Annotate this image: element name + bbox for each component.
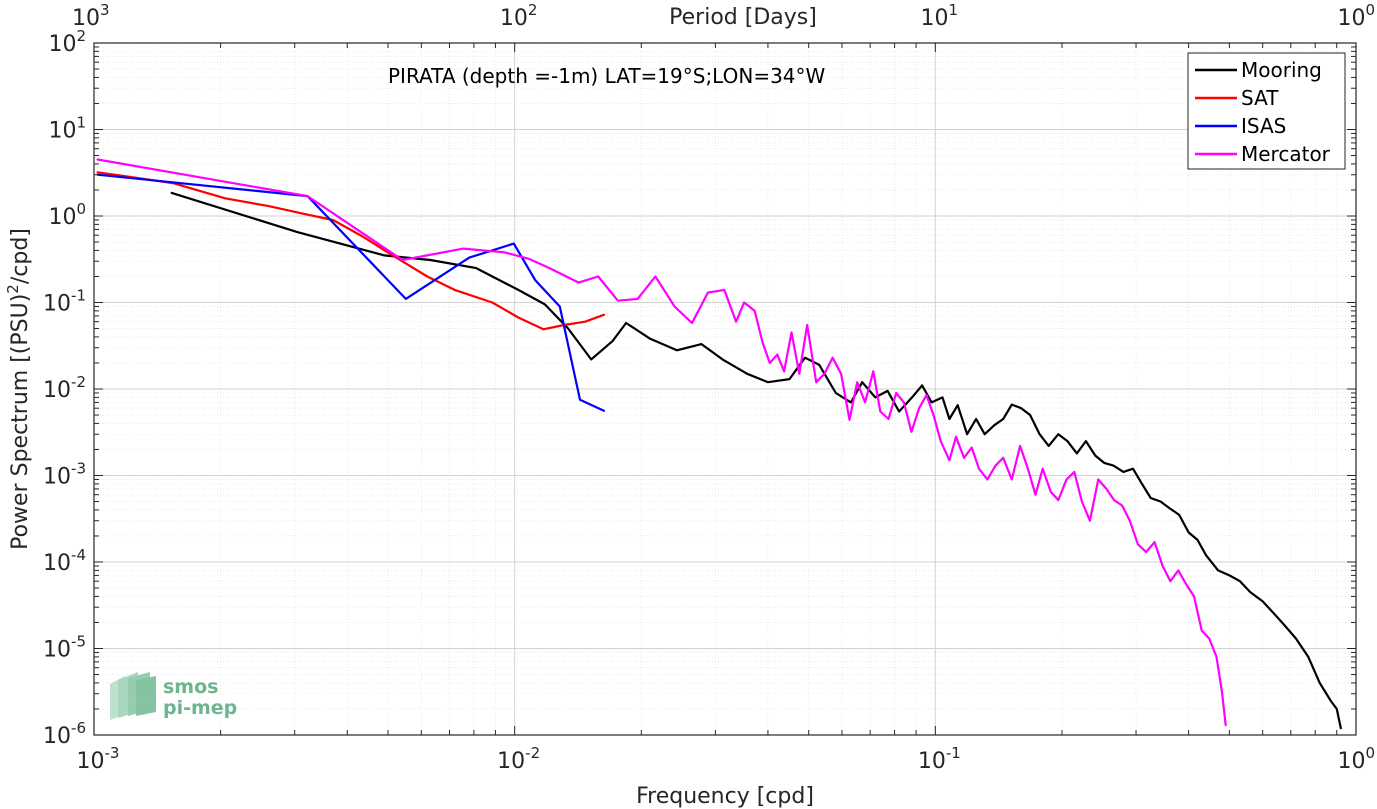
y-tick-label-base: 10 (43, 638, 71, 663)
top-tick-label-base: 10 (1337, 6, 1365, 31)
y-tick-label: 100 (48, 200, 86, 230)
series-line-isas (96, 173, 606, 412)
y-tick-label-exponent: -1 (71, 287, 86, 305)
x-tick-label: 10-1 (918, 744, 961, 774)
x-tick-label: 100 (1337, 744, 1375, 774)
top-tick-label: 101 (921, 1, 959, 31)
y-tick-label: 10-2 (43, 373, 86, 403)
chart-title: PIRATA (depth =-1m) LAT=19°S;LON=34°W (388, 64, 826, 88)
y-tick-label: 101 (48, 114, 86, 144)
legend-label-isas: ISAS (1241, 114, 1286, 138)
top-tick-label: 100 (1337, 1, 1375, 31)
x-tick-labels: 10-3 10-2 10-1 100 (77, 744, 1375, 774)
x-tick-label-base: 10 (1337, 749, 1365, 774)
y-tick-label: 102 (48, 27, 86, 57)
top-tick-label-exponent: 2 (528, 1, 538, 19)
top-tick-label-base: 10 (921, 6, 949, 31)
top-tick-label-exponent: 1 (949, 1, 959, 19)
y-tick-label-exponent: 0 (76, 200, 86, 218)
y-tick-label-base: 10 (43, 292, 71, 317)
y-tick-label: 10-4 (43, 546, 86, 576)
top-tick-label-base: 10 (72, 6, 100, 31)
smos-pimep-logo: smos pi-mep (110, 672, 237, 720)
series-lines (96, 158, 1342, 730)
x-tick-label-exponent: -1 (946, 744, 961, 762)
series-line-mooring (170, 191, 1342, 730)
y-axis-label-tail: /cpd] (8, 228, 33, 284)
y-tick-label-exponent: -5 (71, 633, 86, 651)
x-tick-label-exponent: 0 (1365, 744, 1375, 762)
y-axis-label-superscript: 2 (4, 284, 22, 294)
series-line-mercator (96, 158, 1227, 727)
y-tick-label-exponent: 1 (76, 114, 86, 132)
top-tick-label: 103 (72, 1, 110, 31)
y-tick-label-base: 10 (43, 551, 71, 576)
y-tick-label-base: 10 (43, 378, 71, 403)
x-tick-label-base: 10 (918, 749, 946, 774)
x-tick-label-base: 10 (77, 749, 105, 774)
x-tick-label: 10-2 (497, 744, 540, 774)
y-tick-label-exponent: 2 (76, 27, 86, 45)
x-tick-label-exponent: -3 (105, 744, 120, 762)
y-tick-label: 10-1 (43, 287, 86, 317)
legend: Mooring SAT ISAS Mercator (1187, 52, 1346, 170)
y-tick-label-exponent: -3 (71, 460, 86, 478)
top-tick-labels: 103 102 101 100 (72, 1, 1375, 31)
y-tick-label-base: 10 (48, 119, 76, 144)
x-tick-label-base: 10 (497, 749, 525, 774)
legend-box (1187, 52, 1346, 170)
y-tick-label-base: 10 (43, 465, 71, 490)
y-axis-label: Power Spectrum [(PSU)2/cpd] (4, 228, 33, 550)
top-tick-label-exponent: 0 (1365, 1, 1375, 19)
logo-text-pimep: pi-mep (163, 697, 237, 719)
series-line-sat (96, 171, 606, 331)
legend-label-mercator: Mercator (1241, 142, 1331, 166)
top-tick-label-base: 10 (500, 6, 528, 31)
y-tick-label-exponent: -4 (71, 546, 86, 564)
y-tick-label: 10-3 (43, 460, 86, 490)
legend-label-mooring: Mooring (1241, 58, 1322, 82)
logo-icon (110, 672, 156, 720)
y-tick-label: 10-5 (43, 633, 86, 663)
top-axis-label: Period [Days] (669, 5, 817, 30)
top-tick-label-exponent: 3 (100, 1, 110, 19)
y-tick-label-exponent: -2 (71, 373, 86, 391)
y-tick-label: 10-6 (43, 719, 86, 749)
x-tick-label: 10-3 (77, 744, 120, 774)
y-tick-label-base: 10 (48, 32, 76, 57)
y-tick-label-base: 10 (48, 205, 76, 230)
y-tick-label-exponent: -6 (71, 719, 86, 737)
y-tick-label-base: 10 (43, 724, 71, 749)
legend-label-sat: SAT (1241, 86, 1279, 110)
tick-marks (93, 42, 1357, 736)
logo-text-smos: smos (163, 676, 218, 698)
y-axis-label-main: Power Spectrum [(PSU) (8, 294, 33, 550)
x-axis-label: Frequency [cpd] (636, 784, 814, 809)
x-tick-label-exponent: -2 (525, 744, 540, 762)
top-tick-label: 102 (500, 1, 538, 31)
